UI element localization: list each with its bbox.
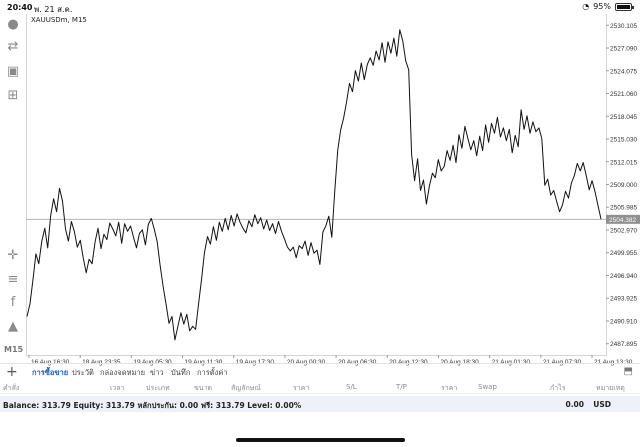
bottom-tabs: + การซื้อขาย ประวัติ กล่องจดหมาย ข่าว บั… xyxy=(0,363,640,380)
price-line-series xyxy=(26,29,602,341)
price-axis-label: 2512.015 xyxy=(610,159,637,166)
price-axis-label: 2524.075 xyxy=(610,68,637,75)
status-time: 20:40 xyxy=(7,3,33,12)
trade-arrows-icon[interactable]: ⇄ xyxy=(7,38,19,54)
column-type: ประเภท xyxy=(146,384,170,392)
price-axis-label: 2502.970 xyxy=(610,227,637,234)
column-profit: กำไร xyxy=(550,384,566,392)
tab-mailbox[interactable]: กล่องจดหมาย xyxy=(100,368,146,377)
current-price-label: 2504.382 xyxy=(609,217,636,224)
indicators-icon[interactable]: ≡ xyxy=(7,271,19,287)
column-volume: ขนาด xyxy=(194,384,213,392)
column-sl: S/L xyxy=(346,383,357,391)
price-axis-label: 2490.910 xyxy=(610,318,637,325)
left-toolbar: ● ⇄ ▣ ⊞ ✛ ≡ f ▲ M15 xyxy=(0,14,26,360)
time-axis-label: 16 Aug 16:30 xyxy=(31,359,70,366)
currency-label: USD xyxy=(593,400,611,409)
orders-table-header: คำสั่ง เวลา ประเภท ขนาด สัญลักษณ์ ราคา S… xyxy=(0,380,640,394)
tab-trade[interactable]: การซื้อขาย xyxy=(32,368,69,377)
time-axis-label: 20 Aug 12:30 xyxy=(389,359,428,366)
status-date: พ. 21 ส.ค. xyxy=(34,5,73,14)
price-axis-label: 2527.090 xyxy=(610,46,637,53)
time-axis-label: 20 Aug 06:30 xyxy=(338,359,377,366)
time-axis-label: 21 Aug 07:30 xyxy=(543,359,582,366)
price-axis-label: 2505.985 xyxy=(610,205,637,212)
price-axis-label: 2515.030 xyxy=(610,137,637,144)
add-chart-icon[interactable]: ⊞ xyxy=(7,87,19,103)
price-axis-label: 2518.045 xyxy=(610,114,637,121)
column-price: ราคา xyxy=(293,384,310,392)
profit-total: 0.00 xyxy=(565,400,584,409)
current-price-tag xyxy=(606,214,640,224)
column-order: คำสั่ง xyxy=(3,384,20,392)
column-tp: T/P xyxy=(396,383,407,391)
home-indicator xyxy=(236,438,405,442)
column-time: เวลา xyxy=(110,384,125,392)
chart-svg: 2530.105 2527.090 2524.075 2521.060 2518.045… xyxy=(26,14,640,366)
column-swap: Swap xyxy=(478,383,497,391)
account-icon[interactable]: ● xyxy=(7,16,19,32)
price-chart[interactable]: 2530.105 2527.090 2524.075 2521.060 2518.045… xyxy=(26,14,640,366)
tab-journal[interactable]: บันทึก xyxy=(171,368,191,377)
add-order-button[interactable]: + xyxy=(6,364,18,380)
time-axis-label: 21 Aug 01:30 xyxy=(492,359,531,366)
price-axis-label: 2509.000 xyxy=(610,182,637,189)
crosshair-icon[interactable]: ✛ xyxy=(7,247,19,263)
objects-icon[interactable]: ▲ xyxy=(8,318,18,334)
balance-row: Balance: 313.79 Equity: 313.79 หลักประกั… xyxy=(0,396,640,412)
status-bar: 20:40 พ. 21 ส.ค. ◔ 95% xyxy=(0,0,640,14)
battery-icon xyxy=(615,2,634,11)
price-axis-label: 2521.060 xyxy=(610,91,637,98)
wifi-icon: ◔ xyxy=(582,2,590,11)
chat-icon[interactable]: ▣ xyxy=(6,63,20,79)
tab-settings[interactable]: การตั้งค่า xyxy=(197,368,228,377)
time-axis-label: 19 Aug 05:30 xyxy=(133,359,172,366)
time-axis-label: 20 Aug 18:30 xyxy=(440,359,479,366)
price-axis-label: 2493.925 xyxy=(610,296,637,303)
tab-history[interactable]: ประวัติ xyxy=(72,368,94,377)
time-axis-label: 18 Aug 23:35 xyxy=(82,359,121,366)
symbol-label: XAUUSDm, M15 xyxy=(31,16,87,24)
function-icon[interactable]: f xyxy=(10,294,16,310)
price-axis-label: 2487.895 xyxy=(610,341,637,348)
time-axis-label: 19 Aug 11:30 xyxy=(185,359,223,366)
panel-toggle-icon[interactable]: ⬒ xyxy=(623,366,633,377)
timeframe-button[interactable]: M15 xyxy=(4,345,24,354)
time-axis-label: 20 Aug 00:30 xyxy=(287,359,326,366)
column-symbol: สัญลักษณ์ xyxy=(231,384,261,392)
battery-percent: 95% xyxy=(593,2,611,11)
time-axis-label: 21 Aug 13:30 xyxy=(594,359,633,366)
price-axis-label: 2530.105 xyxy=(610,23,637,30)
column-comment: หมายเหตุ xyxy=(596,384,625,392)
column-current-price: ราคา xyxy=(441,384,458,392)
price-axis-label: 2499.955 xyxy=(610,250,637,257)
tab-news[interactable]: ข่าว xyxy=(150,368,164,377)
time-axis-label: 19 Aug 17:30 xyxy=(236,359,275,366)
balance-summary: Balance: 313.79 Equity: 313.79 หลักประกั… xyxy=(3,401,302,410)
price-axis-label: 2496.940 xyxy=(610,273,637,280)
status-indicators: ◔ 95% xyxy=(582,2,634,11)
